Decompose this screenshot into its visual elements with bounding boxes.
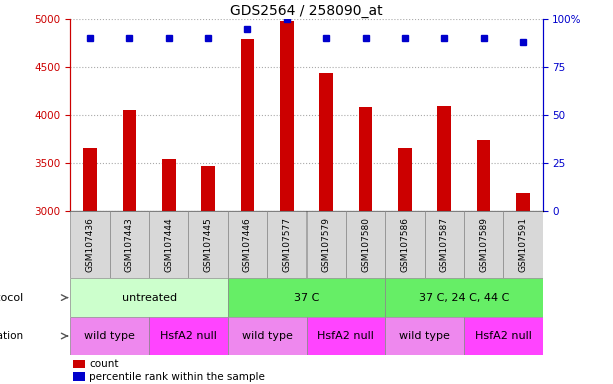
Bar — [477, 140, 490, 211]
Bar — [424, 211, 464, 278]
Text: GSM107445: GSM107445 — [204, 217, 213, 272]
Text: count: count — [89, 359, 119, 369]
Bar — [123, 111, 136, 211]
Bar — [503, 211, 543, 278]
Text: GSM107587: GSM107587 — [440, 217, 449, 272]
Text: percentile rank within the sample: percentile rank within the sample — [89, 372, 265, 382]
Bar — [162, 159, 176, 211]
Text: HsfA2 null: HsfA2 null — [474, 331, 531, 341]
Text: genotype/variation: genotype/variation — [0, 331, 23, 341]
Bar — [70, 211, 110, 278]
Text: GSM107579: GSM107579 — [322, 217, 330, 272]
Bar — [437, 106, 451, 211]
Bar — [346, 211, 385, 278]
Bar — [385, 278, 543, 317]
Bar — [319, 73, 333, 211]
Text: GSM107446: GSM107446 — [243, 217, 252, 272]
Bar — [464, 211, 503, 278]
Bar — [280, 21, 294, 211]
Text: wild type: wild type — [399, 331, 450, 341]
Bar — [516, 193, 530, 211]
Text: GSM107436: GSM107436 — [86, 217, 94, 272]
Text: GSM107589: GSM107589 — [479, 217, 488, 272]
Bar — [306, 211, 346, 278]
Text: GSM107444: GSM107444 — [164, 217, 173, 272]
Bar — [241, 40, 254, 211]
Bar — [385, 317, 464, 355]
Bar — [228, 211, 267, 278]
Bar — [228, 278, 385, 317]
Title: GDS2564 / 258090_at: GDS2564 / 258090_at — [230, 4, 383, 18]
Bar — [189, 211, 228, 278]
Bar — [73, 372, 85, 381]
Text: 37 C, 24 C, 44 C: 37 C, 24 C, 44 C — [419, 293, 509, 303]
Text: GSM107577: GSM107577 — [283, 217, 291, 272]
Bar — [149, 317, 228, 355]
Bar — [70, 317, 149, 355]
Bar — [83, 148, 97, 211]
Text: protocol: protocol — [0, 293, 23, 303]
Bar — [306, 317, 385, 355]
Text: HsfA2 null: HsfA2 null — [160, 331, 217, 341]
Bar — [73, 359, 85, 368]
Text: HsfA2 null: HsfA2 null — [318, 331, 375, 341]
Bar — [464, 317, 543, 355]
Bar — [70, 278, 228, 317]
Bar — [359, 106, 372, 211]
Text: GSM107591: GSM107591 — [519, 217, 527, 272]
Bar — [267, 211, 306, 278]
Text: GSM107443: GSM107443 — [125, 217, 134, 272]
Text: untreated: untreated — [121, 293, 177, 303]
Text: 37 C: 37 C — [294, 293, 319, 303]
Bar — [398, 148, 412, 211]
Bar — [385, 211, 424, 278]
Bar — [228, 317, 306, 355]
Text: GSM107586: GSM107586 — [400, 217, 409, 272]
Bar — [201, 166, 215, 211]
Bar — [110, 211, 149, 278]
Text: wild type: wild type — [242, 331, 292, 341]
Text: GSM107580: GSM107580 — [361, 217, 370, 272]
Text: wild type: wild type — [85, 331, 135, 341]
Bar — [149, 211, 189, 278]
